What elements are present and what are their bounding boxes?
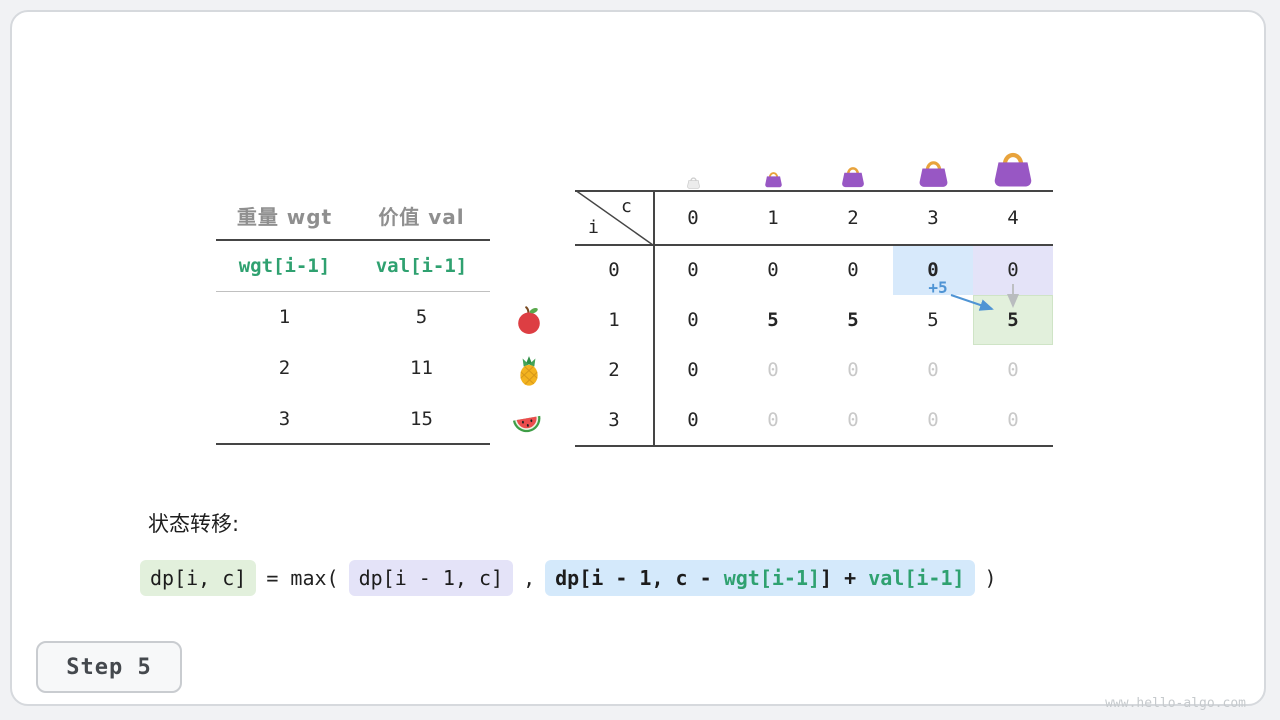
bag-icon [916,156,951,188]
dp-cell-r1c2: 5 [847,309,859,331]
divider [575,244,1053,246]
dp-cell-r1c4: 5 [973,295,1053,345]
dp-col-header-1: 1 [767,206,779,229]
result-chip: dp[i, c] [140,560,257,596]
transition-label: 状态转移: [148,512,240,536]
dp-col-header-0: 0 [687,206,699,229]
step-badge: Step 5 [36,641,182,693]
comma-text: , [523,566,536,590]
dp-cell-r1c0: 0 [687,309,699,331]
bag-icon [839,163,867,188]
dp-cell-r1c1: 5 [767,309,779,331]
apple-icon [513,304,545,336]
items-col-header-wgt: 重量 wgt [236,204,333,229]
watermark: www.hello-algo.com [1105,696,1246,711]
dp-row-header-2: 2 [608,359,620,381]
wgt-formula-label: wgt[i-1] [238,254,331,277]
close-paren-text: ) [984,566,997,590]
formula-fragment: wgt[i-1] [723,566,821,590]
dp-cell-r3c3: 0 [927,409,939,431]
dp-row-header-3: 3 [608,409,620,431]
dp-row-header-0: 0 [608,259,620,281]
items-col-header-val: 价值 val [378,204,465,229]
dp-col-header-2: 2 [847,206,859,229]
pineapple-icon [513,355,545,387]
formula-fragment: ] + [820,566,869,590]
dp-col-header-4: 4 [1007,206,1019,229]
dp-corner-diagonal [575,190,653,245]
item-weight-value: 2 [278,356,291,379]
bag-icon [990,146,1036,188]
item-weight-value: 3 [278,407,291,430]
items-table-row: 3 15 [216,393,490,444]
dp-cell-r0c2: 0 [847,259,859,281]
dp-cell-r1c3: 5 [927,309,939,331]
items-table-body: 1 5 2 11 3 15 [216,291,490,444]
take-option-chip: dp[i - 1, c - wgt[i-1]] + val[i-1] [545,560,975,596]
item-weight-value: 1 [278,305,291,328]
divider [575,190,1053,192]
dp-cell-r0c3: 0 [893,245,973,295]
dp-row-header-1: 1 [608,309,620,331]
dp-cell-r3c1: 0 [767,409,779,431]
items-table-header-row: 重量 wgt 价值 val [216,190,490,240]
dp-cell-r0c0: 0 [687,259,699,281]
dp-cell-r3c0: 0 [687,409,699,431]
dp-cell-r3c2: 0 [847,409,859,431]
dp-cell-r2c0: 0 [687,359,699,381]
divider [216,291,490,292]
items-formula-row: wgt[i-1] val[i-1] [216,240,490,291]
bag-icon [763,169,784,188]
items-table: 重量 wgt 价值 val wgt[i-1] val[i-1] 1 5 2 11 3 15 [216,190,490,446]
divider [575,445,1053,447]
empty-bag-icon [686,174,701,189]
items-table-row: 2 11 [216,342,490,393]
dp-col-header-3: 3 [927,206,939,229]
capacity-bags [575,128,1053,189]
divider [216,239,490,241]
dp-cell-r2c3: 0 [927,359,939,381]
item-value-value: 5 [415,305,428,328]
plus-value-annotation: +5 [928,278,948,297]
val-formula-label: val[i-1] [375,254,468,277]
dp-corner-row-label: i [588,217,599,238]
dp-cell-r0c1: 0 [767,259,779,281]
dp-cell-r2c2: 0 [847,359,859,381]
dp-cell-r0c4: 0 [973,245,1053,295]
divider [216,443,490,445]
item-value-value: 11 [410,356,433,379]
transition-formula: dp[i, c] = max( dp[i - 1, c] , dp[i - 1,… [140,560,1007,596]
formula-fragment: dp[i - 1, c - [555,566,724,590]
dp-cell-r2c1: 0 [767,359,779,381]
formula-fragment: val[i-1] [868,566,965,590]
dp-cell-r2c4: 0 [1007,359,1019,381]
equals-max-text: = max( [266,566,339,590]
divider [653,190,655,447]
dp-corner-col-label: c [621,196,632,217]
item-value-value: 15 [410,407,433,430]
keep-option-chip: dp[i - 1, c] [348,560,514,596]
dp-cell-r3c4: 0 [1007,409,1019,431]
watermelon-icon [511,406,543,438]
